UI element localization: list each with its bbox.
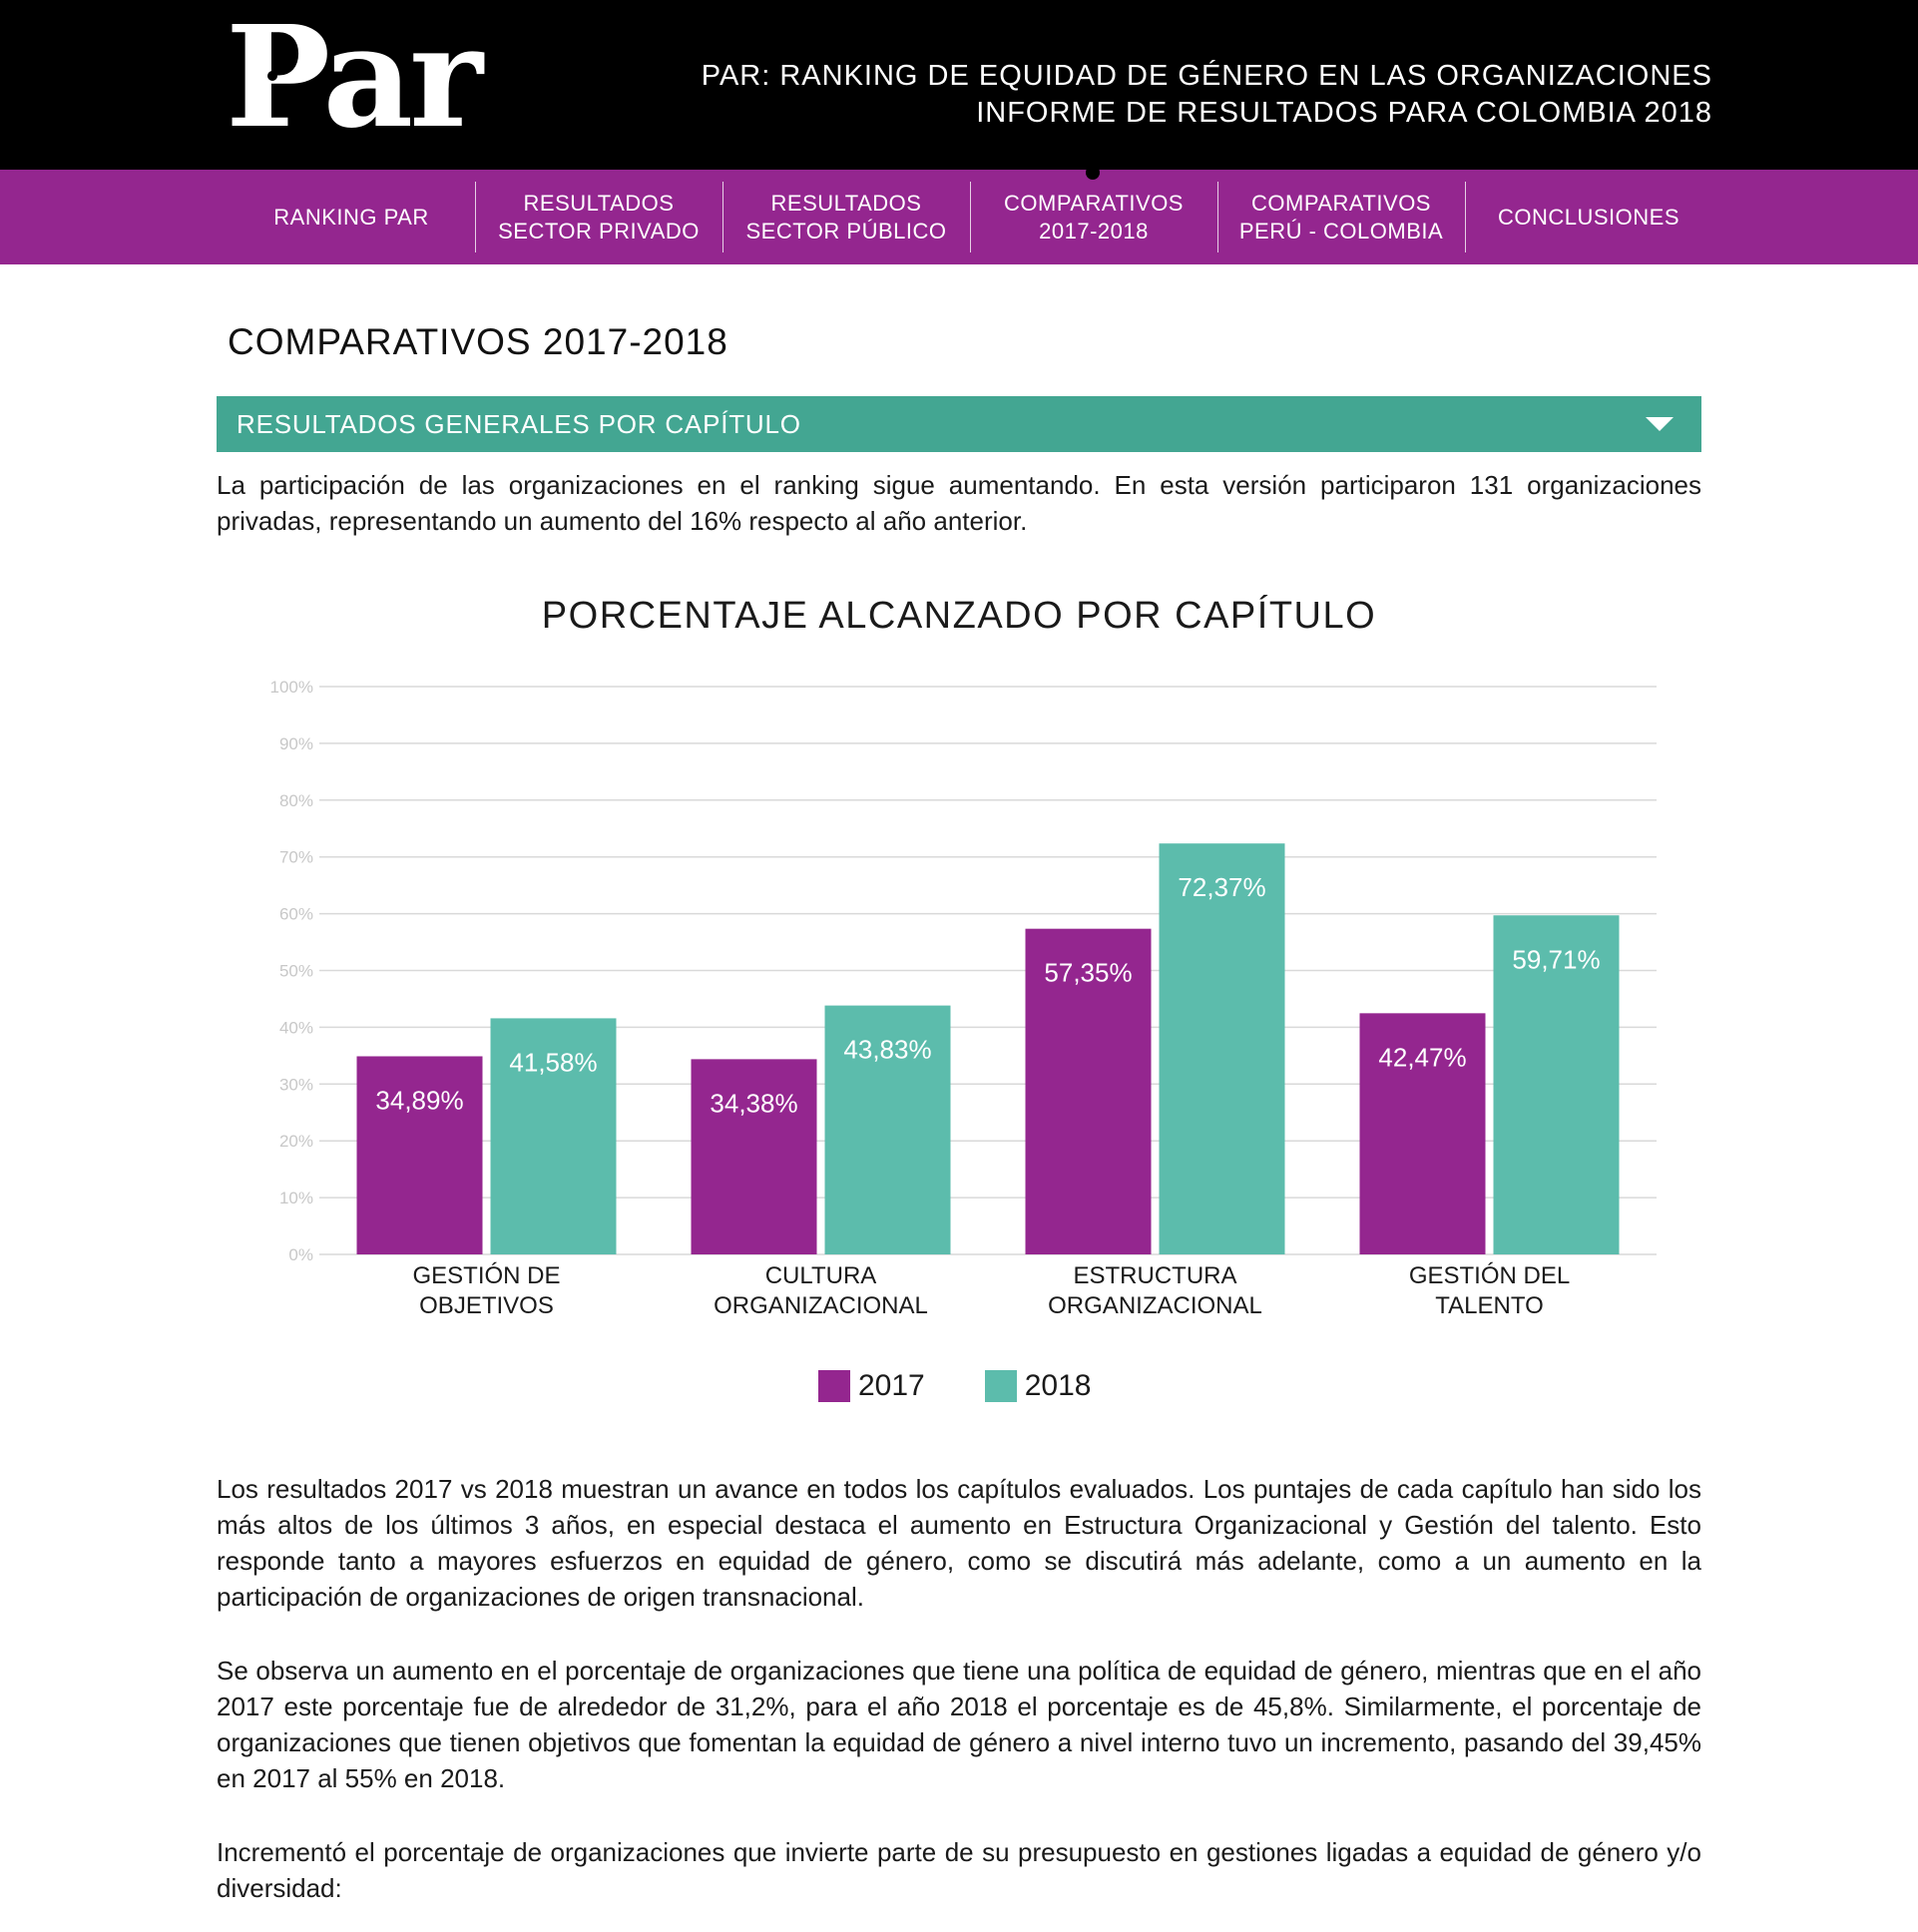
x-category-label: GESTIÓN DEL TALENTO — [1409, 1262, 1570, 1319]
y-tick-label: 90% — [279, 734, 313, 753]
chevron-down-icon — [1646, 417, 1674, 431]
report-title-line2: INFORME DE RESULTADOS PARA COLOMBIA 2018 — [976, 97, 1712, 129]
x-category-label-line: ORGANIZACIONAL — [714, 1292, 928, 1319]
data-label-2018: 59,71% — [1512, 944, 1600, 974]
main-nav: RANKING PAR RESULTADOS SECTOR PRIVADO RE… — [0, 170, 1918, 264]
legend-label-2018: 2018 — [1024, 1369, 1092, 1402]
nav-item-ranking-par[interactable]: RANKING PAR — [273, 204, 429, 230]
bar-2018 — [824, 1005, 951, 1254]
accordion-resultados-generales[interactable]: RESULTADOS GENERALES POR CAPÍTULO — [217, 396, 1701, 452]
nav-item-conclusiones[interactable]: CONCLUSIONES — [1465, 170, 1712, 264]
y-tick-label: 100% — [270, 678, 313, 697]
report-title-line1: PAR: RANKING DE EQUIDAD DE GÉNERO EN LAS… — [701, 60, 1712, 92]
x-category-label-line: OBJETIVOS — [419, 1292, 554, 1319]
nav-item-comparativos-2017-2018[interactable]: COMPARATIVOS 2017-2018 — [970, 170, 1217, 264]
accordion-label: RESULTADOS GENERALES POR CAPÍTULO — [237, 409, 801, 439]
bar-2018 — [490, 1018, 617, 1254]
x-category-label-line: ORGANIZACIONAL — [1048, 1292, 1262, 1319]
y-tick-label: 30% — [279, 1075, 313, 1094]
y-tick-label: 40% — [279, 1018, 313, 1037]
bar-2018 — [1159, 843, 1285, 1254]
x-category-label-line: GESTIÓN DE — [412, 1262, 560, 1289]
data-label-2017: 57,35% — [1044, 958, 1132, 988]
par-logo-mark: Par — [226, 22, 489, 142]
bar-chart: 0% 10% 20% 30% 40% 50% 60% 70% 80% 90% 100% 34,89% 4… — [270, 678, 1657, 1319]
bar-2017 — [1025, 928, 1152, 1254]
data-label-2017: 34,38% — [710, 1088, 797, 1118]
x-category-label-line: CULTURA — [765, 1262, 877, 1289]
body-paragraph-3: Incrementó el porcentaje de organizacion… — [217, 1837, 1701, 1903]
data-label-2018: 43,83% — [843, 1035, 931, 1065]
active-nav-indicator — [1086, 166, 1100, 180]
data-label-2017: 34,89% — [375, 1085, 463, 1115]
legend-swatch-2017 — [818, 1370, 850, 1402]
body-paragraph-1: Los resultados 2017 vs 2018 muestran un … — [217, 1474, 1701, 1612]
data-label-2017: 42,47% — [1378, 1042, 1466, 1072]
nav-item-resultados-publico[interactable]: RESULTADOS SECTOR PÚBLICO — [722, 170, 970, 264]
site-header: Par PAR: RANKING DE EQUIDAD DE GÉNERO EN… — [0, 0, 1918, 170]
data-label-2018: 41,58% — [509, 1047, 597, 1077]
y-tick-label: 80% — [279, 791, 313, 810]
legend-item-2017: 2017 — [818, 1369, 925, 1403]
chart-legend: 2017 2018 — [818, 1369, 1152, 1403]
legend-swatch-2018 — [984, 1370, 1017, 1402]
chart-title: PORCENTAJE ALCANZADO POR CAPÍTULO — [541, 595, 1377, 637]
y-tick-label: 0% — [288, 1245, 313, 1264]
bar-2017 — [1359, 1013, 1486, 1254]
legend-item-2018: 2018 — [984, 1369, 1092, 1403]
y-tick-label: 20% — [279, 1132, 313, 1151]
y-tick-label: 70% — [279, 848, 313, 867]
nav-item-comparativos-peru-colombia[interactable]: COMPARATIVOS PERÚ - COLOMBIA — [1217, 170, 1465, 264]
body-paragraph-2: Se observa un aumento en el porcentaje d… — [217, 1656, 1701, 1793]
x-category-label: GESTIÓN DE OBJETIVOS — [412, 1262, 560, 1319]
x-category-label-line: ESTRUCTURA — [1073, 1262, 1236, 1289]
y-tick-label: 10% — [279, 1189, 313, 1208]
y-tick-label: 50% — [279, 962, 313, 981]
x-category-label-line: GESTIÓN DEL — [1409, 1262, 1570, 1289]
x-category-label-line: TALENTO — [1435, 1292, 1543, 1319]
logo-text: Par — [226, 22, 485, 142]
legend-label-2017: 2017 — [858, 1369, 925, 1402]
bar-2017 — [691, 1059, 817, 1254]
bar-2017 — [356, 1056, 483, 1254]
x-category-label: CULTURA ORGANIZACIONAL — [714, 1262, 928, 1319]
nav-item-resultados-privado[interactable]: RESULTADOS SECTOR PRIVADO — [475, 170, 722, 264]
page-title: COMPARATIVOS 2017-2018 — [228, 321, 728, 362]
data-label-2018: 72,37% — [1178, 872, 1265, 902]
y-tick-label: 60% — [279, 905, 313, 924]
report-title: PAR: RANKING DE EQUIDAD DE GÉNERO EN LAS… — [702, 58, 1712, 132]
bar-2018 — [1493, 915, 1620, 1254]
intro-paragraph: La participación de las organizaciones e… — [217, 470, 1701, 536]
x-category-label: ESTRUCTURA ORGANIZACIONAL — [1048, 1262, 1262, 1319]
